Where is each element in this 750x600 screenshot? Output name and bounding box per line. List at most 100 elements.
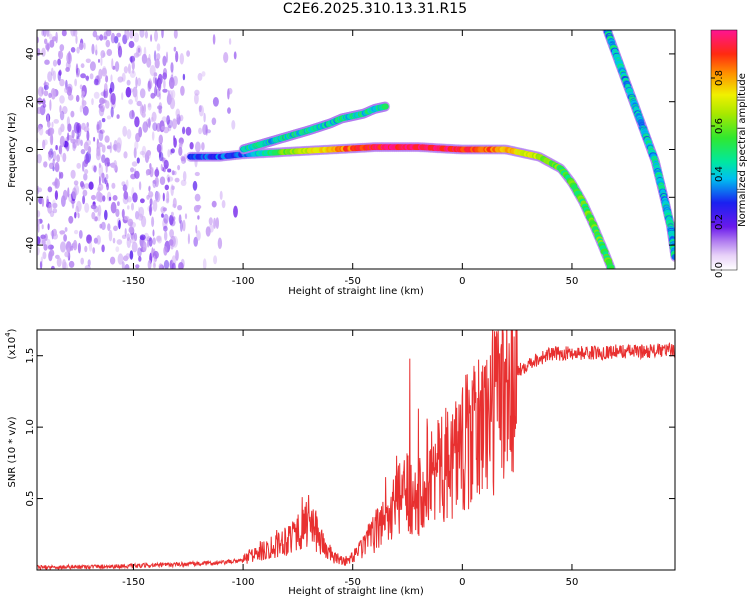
noise-blob [91, 211, 96, 220]
noise-blob [92, 30, 98, 38]
y-tick-label: 1.0 [25, 419, 36, 435]
noise-blob [48, 150, 52, 158]
noise-blob [52, 202, 58, 209]
noise-blob [96, 121, 100, 134]
noise-blob [182, 219, 186, 232]
noise-blob [99, 223, 103, 229]
noise-blob [149, 65, 156, 77]
noise-blob [178, 262, 184, 269]
noise-blob [150, 92, 156, 99]
noise-blob [137, 77, 142, 87]
noise-blob [217, 237, 223, 250]
noise-blob [41, 198, 45, 207]
x-tick-label: -150 [122, 577, 145, 588]
snr-scale-label: (x104) [4, 328, 18, 359]
svg-text:(x104): (x104) [4, 328, 18, 359]
noise-blob [92, 247, 96, 254]
noise-blob [109, 256, 116, 265]
noise-blob [158, 108, 162, 114]
noise-blob [212, 97, 219, 107]
noise-blob [49, 249, 55, 257]
noise-blob [52, 70, 57, 82]
noise-blob [37, 236, 41, 245]
noise-blob [194, 171, 200, 177]
noise-blob [202, 124, 208, 136]
noise-blob [126, 30, 130, 40]
noise-blob [194, 93, 199, 105]
noise-blob [110, 92, 116, 105]
noise-blob [105, 163, 108, 173]
noise-blob [64, 87, 69, 93]
noise-blob [137, 247, 142, 257]
noise-blob [37, 246, 40, 256]
noise-blob [99, 34, 104, 41]
noise-blob [150, 34, 153, 42]
noise-blob [89, 61, 96, 72]
noise-blob [160, 163, 163, 171]
noise-blob [129, 70, 136, 78]
noise-blob [43, 139, 48, 146]
noise-blob [41, 99, 46, 105]
noise-blob [80, 73, 86, 79]
noise-blob [172, 75, 178, 86]
noise-blob [67, 187, 70, 198]
noise-blob [169, 229, 175, 238]
noise-blob [181, 156, 186, 164]
noise-blob [128, 99, 134, 105]
noise-blob [142, 241, 147, 252]
noise-blob [93, 136, 96, 142]
noise-blob [159, 176, 166, 185]
noise-blob [127, 205, 130, 210]
noise-blob [152, 237, 156, 245]
noise-blob [134, 92, 138, 103]
noise-blob [168, 239, 174, 246]
x-tick-label: 50 [566, 276, 579, 287]
noise-blob [49, 99, 52, 111]
noise-blob [178, 146, 183, 156]
noise-blob [49, 133, 54, 146]
noise-blob [163, 246, 168, 256]
colorbar: 0.0 0.2 0.4 0.6 0.8 Normalized spectral ampl… [710, 29, 748, 278]
noise-blob [98, 129, 104, 142]
noise-blob [98, 58, 100, 63]
noise-blob [73, 122, 80, 134]
noise-blob [70, 138, 77, 144]
noise-blob [106, 182, 109, 191]
noise-blob [117, 76, 124, 83]
noise-blob [98, 192, 104, 203]
noise-blob [76, 136, 79, 144]
noise-blob [76, 132, 80, 140]
noise-blob [101, 144, 106, 153]
noise-blob [84, 245, 88, 253]
y-tick-label: 0 [25, 146, 36, 152]
noise-blob [170, 148, 175, 154]
noise-blob [163, 259, 170, 269]
noise-blob [70, 47, 76, 53]
noise-blob [80, 139, 83, 146]
noise-blob [67, 132, 70, 142]
noise-blob [157, 105, 163, 110]
noise-blob [95, 35, 100, 41]
noise-blob [170, 62, 174, 73]
noise-blob [178, 214, 182, 224]
noise-blob [147, 102, 152, 111]
noise-blob [83, 42, 86, 50]
noise-blob [203, 112, 206, 123]
snr-scale-prefix: (x10 [7, 337, 18, 360]
noise-blob [64, 251, 69, 258]
noise-blob [41, 238, 46, 247]
noise-blob [121, 208, 125, 219]
noise-blob [122, 184, 128, 192]
noise-blob [80, 149, 86, 155]
noise-blob [157, 79, 162, 92]
noise-blob [91, 98, 94, 106]
noise-blob [97, 204, 102, 217]
noise-blob [59, 135, 65, 148]
noise-blob [99, 129, 105, 134]
noise-blob [177, 164, 181, 171]
noise-blob [215, 217, 219, 230]
noise-blob [171, 262, 176, 269]
noise-blob [41, 47, 46, 57]
noise-blob [123, 190, 129, 200]
noise-blob [135, 132, 141, 143]
